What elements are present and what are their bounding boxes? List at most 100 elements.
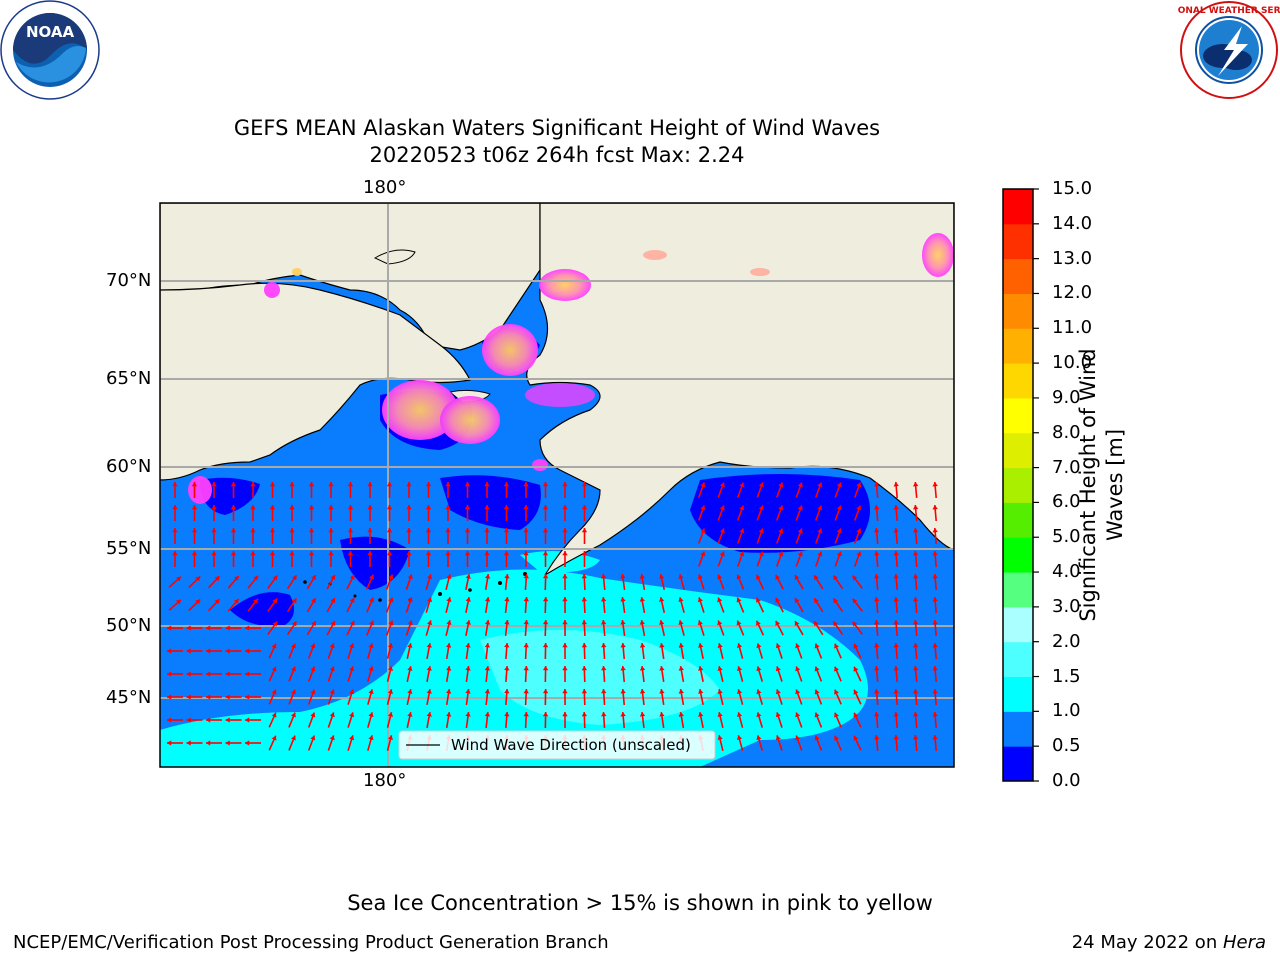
direction-arrowhead (698, 643, 704, 648)
direction-arrowhead (659, 666, 665, 671)
direction-arrowhead (195, 576, 201, 582)
direction-arrowhead (504, 666, 510, 671)
direction-arrowhead (368, 643, 374, 649)
direction-arrowhead (562, 528, 568, 533)
direction-arrowhead (523, 712, 529, 717)
direction-arrowhead (465, 620, 471, 625)
direction-arrowhead (406, 528, 412, 533)
direction-arrowhead (425, 551, 432, 556)
direction-arrowhead (446, 620, 452, 625)
direction-arrowhead (446, 574, 452, 579)
direction-arrowhead (836, 505, 842, 511)
wave-band-low-2 (230, 592, 294, 626)
direction-arrowhead (425, 482, 432, 487)
graticule (160, 203, 954, 767)
direction-arrowhead (172, 505, 178, 510)
direction-arrowhead (186, 740, 191, 746)
direction-arrowhead (291, 575, 297, 581)
direction-arrowhead (186, 648, 191, 654)
lat-label-60: 60°N (106, 456, 152, 477)
direction-arrowhead (542, 482, 549, 487)
direction-arrowhead (426, 643, 432, 648)
direction-arrowhead (893, 643, 899, 648)
direction-arrowhead (503, 505, 510, 510)
direction-arrowhead (659, 597, 665, 602)
direction-arrowhead (289, 528, 295, 533)
direction-arrowhead (836, 482, 842, 488)
direction-arrowhead (445, 689, 452, 694)
direction-arrowhead (445, 712, 452, 717)
direction-arrowhead (289, 551, 295, 556)
direction-arrowhead (853, 689, 859, 695)
direction-arrowhead (601, 666, 607, 671)
direction-arrowhead (932, 689, 938, 694)
direction-arrowhead (367, 528, 373, 533)
direction-arrowhead (290, 712, 296, 718)
direction-arrowhead (794, 575, 800, 581)
direction-arrowhead (817, 551, 823, 557)
direction-arrowhead (289, 505, 295, 510)
direction-arrowhead (253, 575, 258, 581)
direction-arrowhead (191, 505, 198, 510)
direction-arrowhead (817, 482, 823, 488)
direction-arrowhead (407, 712, 413, 717)
direction-arrowhead (620, 574, 626, 579)
direction-arrowhead (523, 666, 529, 671)
direction-arrowhead (369, 620, 374, 626)
direction-arrowhead (349, 597, 355, 603)
direction-arrowhead (328, 528, 334, 533)
direction-arrowhead (186, 694, 191, 700)
direction-arrowhead (736, 689, 743, 695)
direction-arrowhead (484, 528, 490, 533)
direction-arrowhead (347, 482, 354, 487)
noaa-logo: NOAA (0, 0, 100, 100)
direction-arrowhead (523, 620, 529, 625)
direction-arrowhead (426, 712, 432, 717)
direction-arrowhead (678, 712, 684, 717)
direction-arrowhead (504, 574, 510, 579)
direction-arrowhead (542, 620, 549, 625)
direction-arrowhead (387, 735, 394, 740)
direction-arrowhead (719, 482, 725, 488)
direction-arrowhead (214, 576, 220, 582)
direction-arrowhead (368, 712, 374, 718)
direction-arrowhead (523, 689, 529, 694)
wave-band-light (480, 630, 720, 725)
direction-arrowhead (310, 666, 316, 672)
colorbar-segment (1003, 397, 1033, 434)
direction-arrowhead (639, 620, 645, 625)
direction-arrowhead (445, 643, 452, 648)
direction-arrowhead (167, 717, 172, 723)
direction-arrowhead (717, 597, 723, 603)
direction-arrowhead (639, 712, 646, 717)
direction-arrowhead (369, 574, 374, 580)
direction-arrowhead (639, 597, 645, 602)
direction-arrowhead (581, 482, 588, 487)
direction-arrowhead (736, 666, 743, 672)
direction-arrowhead (797, 551, 803, 557)
direction-arrowhead (913, 666, 919, 671)
colorbar-tick-label: 1.5 (1052, 665, 1081, 687)
direction-arrowhead (445, 505, 451, 510)
land-chukotka (160, 282, 471, 481)
direction-arrowhead (795, 643, 801, 649)
direction-arrowhead (465, 689, 471, 694)
run-date: 24 May 2022 on Hera (1072, 932, 1266, 953)
direction-arrowhead (484, 482, 490, 487)
direction-arrowhead (814, 575, 819, 581)
direction-arrowhead (206, 625, 211, 631)
direction-arrowhead (349, 666, 355, 672)
direction-arrowhead (874, 482, 880, 487)
colorbar-tick-label: 0.0 (1052, 770, 1081, 791)
colorbar-segment (1003, 189, 1033, 225)
direction-arrowhead (225, 694, 230, 700)
colorbar-label-line2: Waves [m] (1103, 428, 1127, 542)
direction-arrowhead (329, 666, 335, 672)
direction-arrowhead (932, 528, 938, 533)
direction-arrowhead (562, 643, 568, 648)
direction-arrowhead (330, 620, 336, 626)
direction-arrowhead (932, 643, 938, 648)
wave-band-low-5 (200, 477, 260, 515)
direction-arrowhead (407, 666, 413, 671)
direction-arrowhead (387, 643, 394, 648)
